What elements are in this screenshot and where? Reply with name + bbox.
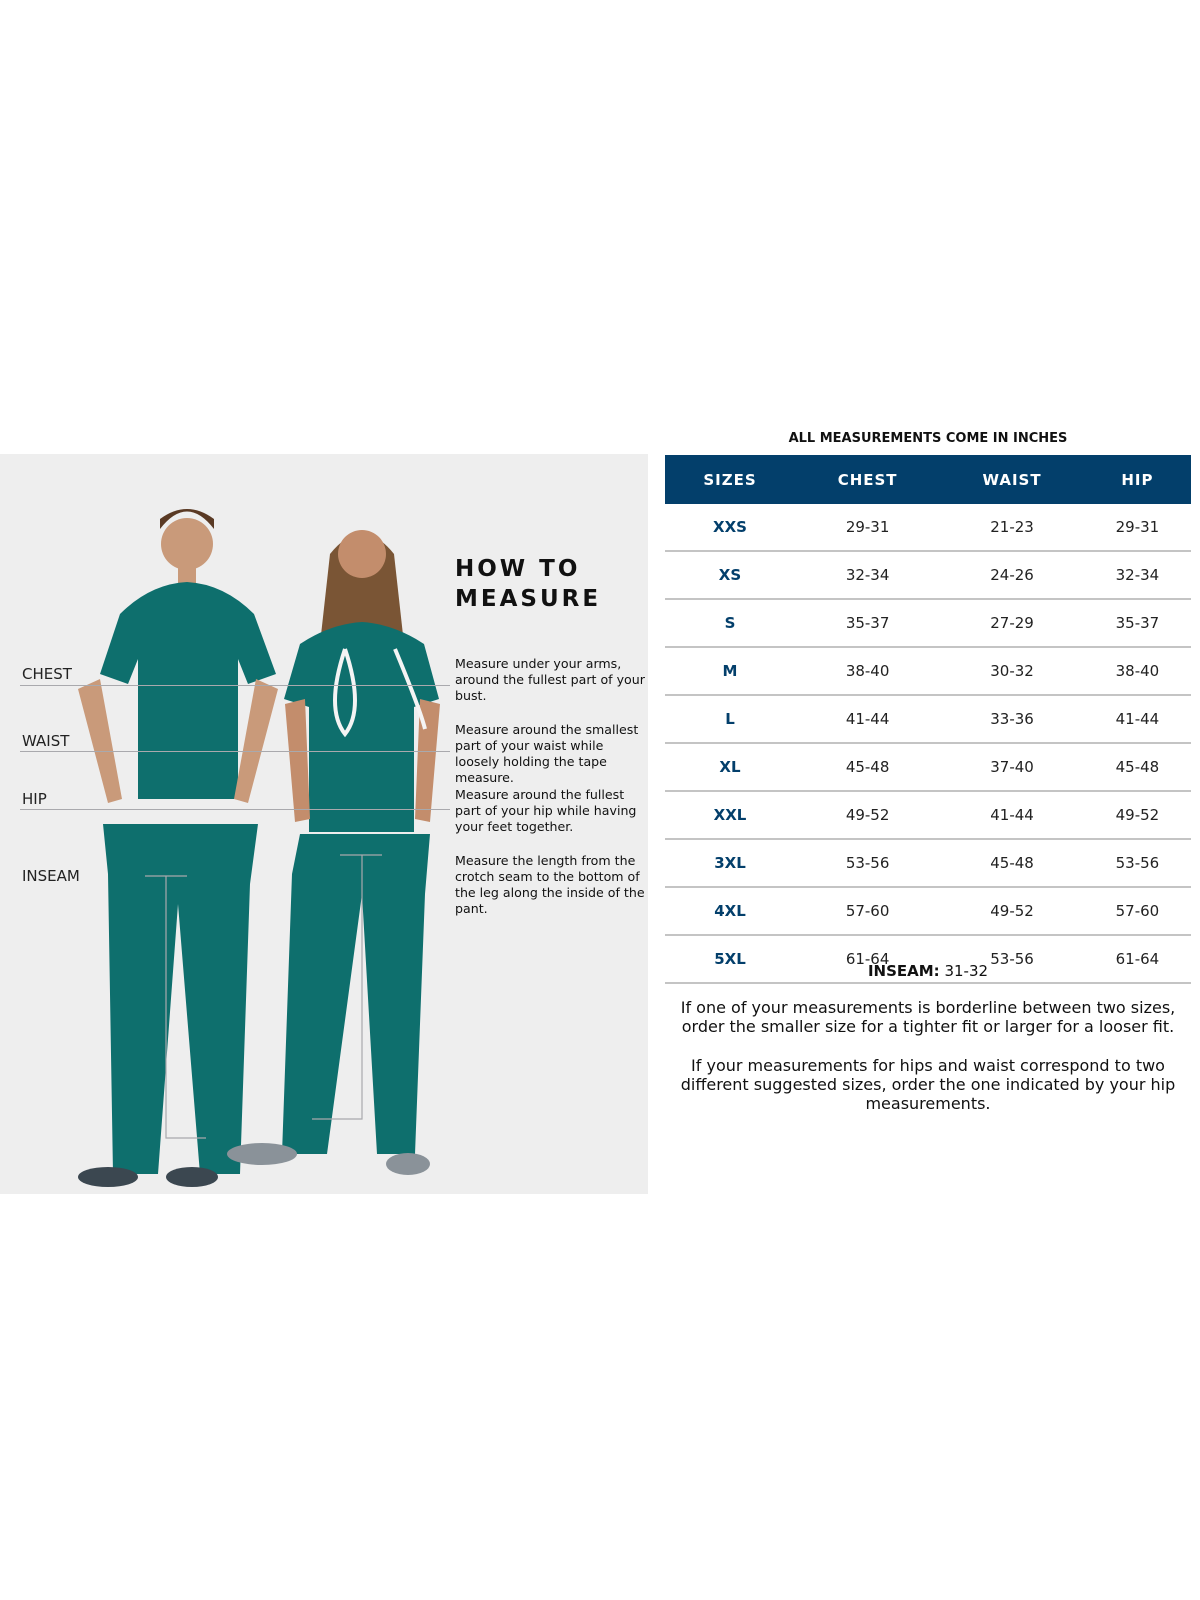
hip-cell: 38-40 [1083, 647, 1191, 696]
table-row: M 38-40 30-32 38-40 [665, 647, 1191, 696]
size-cell: S [665, 599, 795, 648]
models-in-scrubs-illustration [78, 509, 440, 1187]
size-cell: 3XL [665, 839, 795, 888]
chest-description: Measure under your arms, around the full… [455, 656, 645, 703]
chest-cell: 29-31 [794, 504, 941, 552]
waist-cell: 24-26 [940, 551, 1084, 600]
female-model [227, 530, 440, 1175]
hip-cell: 57-60 [1083, 887, 1191, 936]
size-cell: L [665, 695, 795, 744]
inseam-info-value: 31-32 [939, 962, 989, 980]
waist-cell: 41-44 [940, 791, 1084, 840]
male-model [78, 509, 278, 1187]
chest-cell: 57-60 [794, 887, 941, 936]
hip-label: HIP [22, 790, 47, 808]
waist-cell: 27-29 [940, 599, 1084, 648]
hip-cell: 35-37 [1083, 599, 1191, 648]
chest-cell: 41-44 [794, 695, 941, 744]
how-to-measure-panel: CHEST WAIST HIP INSEAM HOW TO MEASURE Me… [0, 454, 648, 1194]
chest-cell: 53-56 [794, 839, 941, 888]
size-cell: XS [665, 551, 795, 600]
title-line-2: MEASURE [455, 586, 602, 612]
chest-cell: 45-48 [794, 743, 941, 792]
how-to-measure-title: HOW TO MEASURE [455, 554, 601, 614]
table-header-row: SIZES CHEST WAIST HIP [665, 455, 1191, 504]
header-chest: CHEST [794, 455, 941, 504]
hip-cell: 29-31 [1083, 504, 1191, 552]
inseam-description: Measure the length from the crotch seam … [455, 853, 645, 916]
waist-cell: 37-40 [940, 743, 1084, 792]
size-chart-table: SIZES CHEST WAIST HIP XXS 29-31 21-23 29-31… [665, 455, 1191, 984]
table-row: 4XL 57-60 49-52 57-60 [665, 887, 1191, 936]
size-cell: M [665, 647, 795, 696]
waist-cell: 45-48 [940, 839, 1084, 888]
table-row: S 35-37 27-29 35-37 [665, 599, 1191, 648]
size-cell: 4XL [665, 887, 795, 936]
hip-cell: 49-52 [1083, 791, 1191, 840]
inseam-guides [145, 854, 382, 1139]
table-row: XXL 49-52 41-44 49-52 [665, 791, 1191, 840]
fit-note-borderline: If one of your measurements is borderlin… [680, 998, 1176, 1036]
fit-note-hip-waist: If your measurements for hips and waist … [680, 1056, 1176, 1113]
size-cell: XXL [665, 791, 795, 840]
waist-cell: 21-23 [940, 504, 1084, 552]
waist-cell: 30-32 [940, 647, 1084, 696]
table-row: XS 32-34 24-26 32-34 [665, 551, 1191, 600]
chest-label: CHEST [22, 665, 72, 683]
inseam-label: INSEAM [22, 867, 80, 885]
waist-description: Measure around the smallest part of your… [455, 722, 639, 785]
title-line-1: HOW TO [455, 556, 581, 582]
table-row: 3XL 53-56 45-48 53-56 [665, 839, 1191, 888]
table-row: XXS 29-31 21-23 29-31 [665, 504, 1191, 552]
header-hip: HIP [1083, 455, 1191, 504]
table-row: L 41-44 33-36 41-44 [665, 695, 1191, 744]
header-sizes: SIZES [665, 455, 795, 504]
size-cell: XL [665, 743, 795, 792]
inseam-info-label: INSEAM: [867, 962, 940, 980]
waist-label: WAIST [22, 732, 70, 750]
inseam-info: INSEAM: 31-32 [665, 962, 1191, 980]
waist-cell: 49-52 [940, 887, 1084, 936]
waist-guide-line [20, 751, 450, 752]
waist-cell: 33-36 [940, 695, 1084, 744]
chest-cell: 49-52 [794, 791, 941, 840]
chest-cell: 32-34 [794, 551, 941, 600]
hip-cell: 45-48 [1083, 743, 1191, 792]
chest-cell: 61-64 [794, 935, 941, 984]
hip-cell: 32-34 [1083, 551, 1191, 600]
chest-guide-line [20, 685, 450, 686]
hip-description: Measure around the fullest part of your … [455, 787, 637, 834]
waist-cell: 53-56 [940, 935, 1084, 984]
table-row: XL 45-48 37-40 45-48 [665, 743, 1191, 792]
table-row: 5XL 61-64 53-56 61-64 [665, 935, 1191, 984]
hip-cell: 41-44 [1083, 695, 1191, 744]
chest-cell: 35-37 [794, 599, 941, 648]
hip-cell: 53-56 [1083, 839, 1191, 888]
chest-cell: 38-40 [794, 647, 941, 696]
table-caption: ALL MEASUREMENTS COME IN INCHES [788, 431, 1068, 446]
hip-cell: 61-64 [1083, 935, 1191, 984]
header-waist: WAIST [940, 455, 1084, 504]
size-cell: 5XL [665, 935, 795, 984]
hip-guide-line [20, 809, 450, 810]
size-cell: XXS [665, 504, 795, 552]
